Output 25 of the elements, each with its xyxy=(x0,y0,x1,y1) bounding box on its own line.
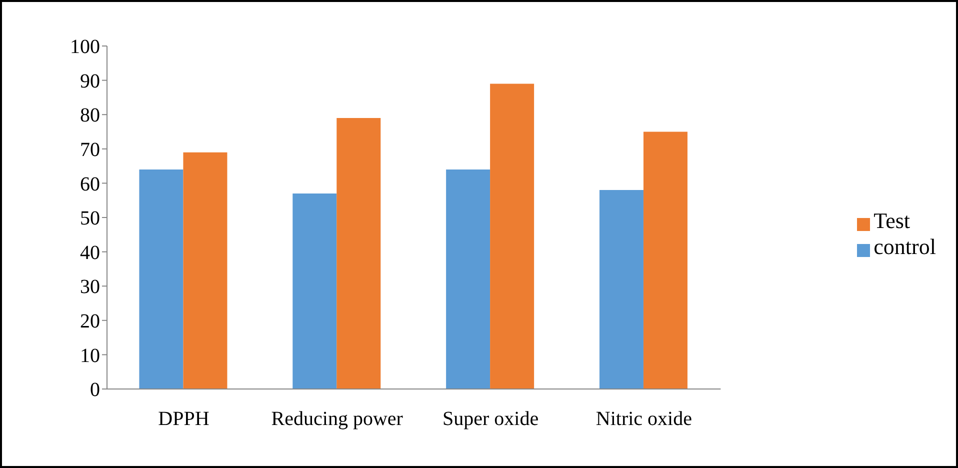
y-tick-label: 80 xyxy=(80,104,100,127)
y-tick-label: 40 xyxy=(80,242,100,264)
y-tick-label: 100 xyxy=(70,36,100,58)
y-tick-label: 50 xyxy=(80,208,100,230)
bar xyxy=(446,169,490,389)
bar xyxy=(183,152,228,389)
bar xyxy=(139,169,184,389)
bar xyxy=(292,193,337,389)
x-tick-label: DPPH xyxy=(158,408,210,430)
y-tick-label: 70 xyxy=(80,139,100,161)
y-tick-label: 0 xyxy=(90,379,100,402)
bar xyxy=(599,190,644,389)
bar xyxy=(490,84,534,389)
y-tick-label: 30 xyxy=(80,276,100,298)
y-tick-label: 90 xyxy=(80,70,100,92)
bar xyxy=(643,132,688,389)
x-tick-label: Nitric oxide xyxy=(596,408,692,430)
y-tick-label: 60 xyxy=(80,173,100,196)
legend-label: Test xyxy=(874,208,910,233)
x-tick-label: Reducing power xyxy=(271,408,404,430)
y-tick-label: 10 xyxy=(80,344,100,367)
legend-label: control xyxy=(874,234,936,259)
y-tick-label: 20 xyxy=(80,310,100,332)
bar xyxy=(336,118,381,389)
x-tick-label: Super oxide xyxy=(442,408,539,430)
